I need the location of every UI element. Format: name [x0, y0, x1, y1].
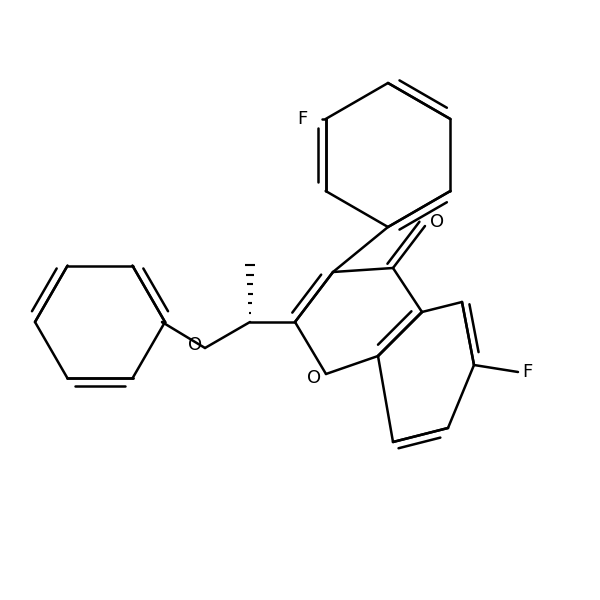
Text: O: O: [188, 336, 202, 354]
Text: O: O: [307, 369, 321, 387]
Text: O: O: [430, 213, 444, 231]
Text: F: F: [522, 363, 532, 381]
Text: F: F: [298, 110, 308, 128]
